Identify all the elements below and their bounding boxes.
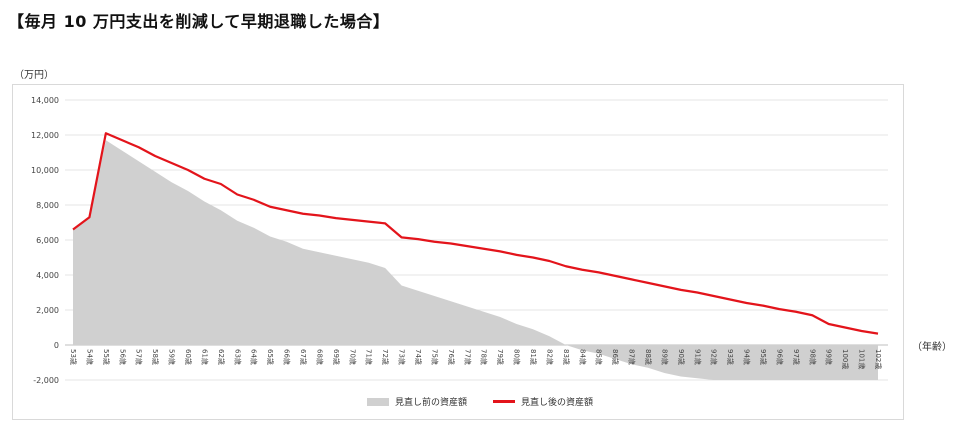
x-tick-label: 71歳 [365, 349, 374, 365]
legend-label-after: 見直し後の資産額 [521, 398, 594, 408]
y-tick-label: 12,000 [31, 131, 59, 140]
legend-swatch-line [493, 400, 515, 403]
x-tick-label: 70歳 [348, 349, 357, 365]
y-tick-label: 4,000 [36, 271, 59, 280]
x-tick-label: 63歳 [233, 349, 242, 365]
x-tick-label: 86歳 [611, 349, 620, 365]
x-tick-label: 64歳 [250, 349, 259, 365]
y-tick-label: 6,000 [36, 236, 59, 245]
x-tick-label: 72歳 [381, 349, 390, 365]
y-axis-ticks: 14,000 12,000 10,000 8,000 6,000 4,000 2,000 0 -… [31, 96, 59, 385]
x-tick-label: 62歳 [217, 349, 226, 365]
legend: 見直し前の資産額 見直し後の資産額 [0, 395, 960, 408]
x-tick-label: 99歳 [825, 349, 834, 365]
line-after-review [72, 132, 879, 335]
x-tick-label: 53歳 [69, 349, 78, 365]
x-tick-label: 76歳 [447, 349, 456, 365]
y-tick-label: -2,000 [33, 376, 59, 385]
x-axis-unit-label: （年齢） [912, 342, 952, 353]
x-tick-label: 73歳 [398, 349, 407, 365]
legend-item-after: 見直し後の資産額 [493, 395, 593, 408]
x-tick-label: 57歳 [135, 349, 144, 365]
x-tick-label: 67歳 [299, 349, 308, 365]
x-tick-label: 56歳 [118, 349, 127, 365]
x-tick-label: 83歳 [562, 349, 571, 365]
x-tick-label: 74歳 [414, 349, 423, 365]
y-tick-label: 14,000 [31, 96, 59, 105]
y-tick-label: 10,000 [31, 166, 59, 175]
x-tick-label: 102歳 [874, 349, 883, 369]
page-title: 【毎月 10 万円支出を削減して早期退職した場合】 [8, 12, 390, 31]
x-tick-label: 95歳 [759, 349, 768, 365]
x-tick-label: 101歳 [858, 349, 867, 369]
x-axis-ticks: 53歳 54歳 55歳 56歳 57歳 58歳 59歳 60歳 61歳 62歳 63歳 64歳 65歳 6… [69, 349, 883, 369]
x-tick-label: 93歳 [726, 349, 735, 365]
x-tick-label: 60歳 [184, 349, 193, 365]
legend-item-before: 見直し前の資産額 [366, 395, 467, 408]
x-tick-label: 59歳 [168, 349, 177, 365]
y-tick-label: 2,000 [36, 306, 59, 315]
legend-label-before: 見直し前の資産額 [394, 398, 467, 408]
x-tick-label: 77歳 [463, 349, 472, 365]
plot-area [72, 132, 879, 380]
chart-frame [12, 84, 904, 420]
x-tick-label: 98歳 [808, 349, 817, 365]
x-tick-label: 81歳 [529, 349, 538, 365]
legend-swatch-area [366, 397, 389, 406]
x-tick-label: 85歳 [595, 349, 604, 365]
x-tick-label: 100歳 [841, 349, 850, 369]
x-tick-label: 69歳 [332, 349, 341, 365]
x-tick-label: 54歳 [85, 349, 94, 365]
x-tick-label: 82歳 [545, 349, 554, 365]
x-tick-label: 55歳 [102, 349, 111, 365]
x-tick-label: 79歳 [496, 349, 505, 365]
x-tick-label: 68歳 [315, 349, 324, 365]
x-tick-label: 61歳 [200, 349, 209, 365]
area-before-review [73, 140, 878, 380]
x-tick-label: 94歳 [743, 349, 752, 365]
x-tick-label: 89歳 [660, 349, 669, 365]
x-tick-label: 88歳 [644, 349, 653, 365]
x-tick-label: 92歳 [710, 349, 719, 365]
x-tick-label: 58歳 [151, 349, 160, 365]
y-tick-label: 8,000 [36, 201, 59, 210]
x-tick-label: 84歳 [578, 349, 587, 365]
x-tick-label: 90歳 [677, 349, 686, 365]
x-tick-label: 96歳 [775, 349, 784, 365]
x-tick-label: 87歳 [628, 349, 637, 365]
x-tick-label: 75歳 [430, 349, 439, 365]
x-tick-label: 78歳 [480, 349, 489, 365]
y-tick-label: 0 [54, 341, 59, 350]
y-axis-unit-label: （万円） [14, 70, 54, 81]
x-tick-label: 91歳 [693, 349, 702, 365]
x-tick-label: 97歳 [792, 349, 801, 365]
x-tick-label: 80歳 [513, 349, 522, 365]
x-tick-label: 65歳 [266, 349, 275, 365]
x-tick-label: 66歳 [283, 349, 292, 365]
